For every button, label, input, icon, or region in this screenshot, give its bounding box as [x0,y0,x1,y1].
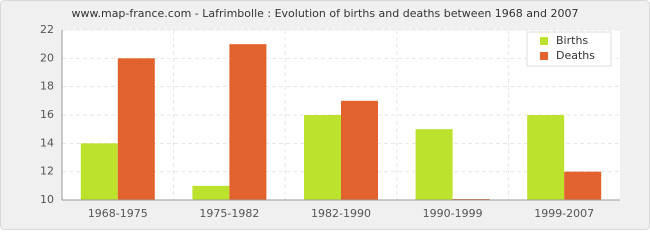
y-tick-label: 12 [40,165,54,178]
y-tick-label: 20 [40,51,54,64]
bar [527,115,565,200]
bar [415,129,453,200]
bar [564,171,602,200]
y-tick-label: 22 [40,23,54,36]
x-tick-label: 1968-1975 [88,207,148,220]
legend-swatch [540,52,548,60]
y-tick-label: 16 [40,108,54,121]
y-tick-label: 14 [40,136,54,149]
bar [192,185,230,200]
y-tick-label: 18 [40,80,54,93]
chart: www.map-france.com - Lafrimbolle : Evolu… [0,0,650,230]
legend-label: Deaths [556,49,595,62]
bar [304,115,341,200]
legend-box [526,31,612,67]
bar [341,100,378,200]
y-tick-label: 10 [40,193,54,206]
bar [229,44,267,200]
legend-swatch [540,37,548,45]
x-tick-label: 1999-2007 [534,207,594,220]
bar [117,58,155,201]
x-tick-label: 1990-1999 [423,207,483,220]
x-tick-label: 1975-1982 [199,207,259,220]
chart-title: www.map-france.com - Lafrimbolle : Evolu… [72,7,579,20]
legend-label: Births [556,34,588,47]
x-tick-label: 1982-1990 [311,207,371,220]
bar [80,143,118,200]
